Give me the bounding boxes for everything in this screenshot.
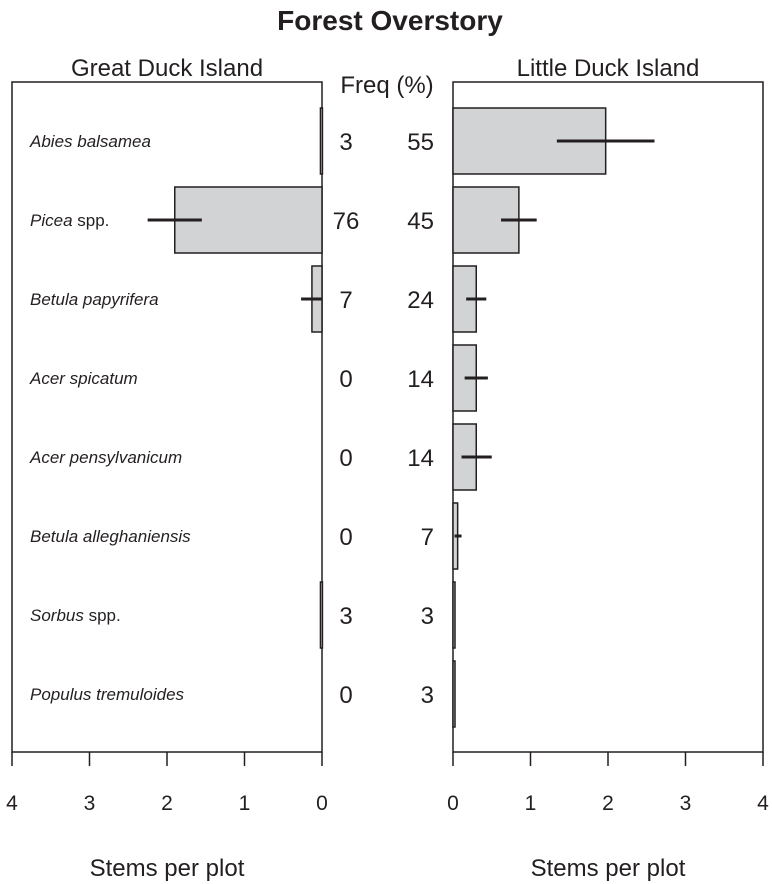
species-suffix: spp. [73, 211, 110, 230]
right-bar [452, 660, 456, 728]
species-label: Picea spp. [30, 211, 109, 230]
left-bar [319, 107, 324, 175]
right-x-tick-label: 0 [447, 792, 459, 815]
species-name: Sorbus [30, 606, 84, 625]
right-x-tick-label: 1 [525, 792, 537, 815]
species-label: Acer spicatum [29, 369, 138, 388]
right-panel-frame [452, 81, 764, 753]
left-x-tick-label: 1 [239, 792, 251, 815]
species-name: Betula alleghaniensis [30, 527, 191, 546]
left-x-tick-label: 0 [316, 792, 328, 815]
species-label: Abies balsamea [29, 132, 151, 151]
right-x-tick-label: 2 [602, 792, 614, 815]
right-freq-label: 45 [407, 208, 434, 235]
species-name: Picea [30, 211, 73, 230]
species-label: Populus tremuloides [30, 685, 185, 704]
left-freq-label: 0 [339, 524, 352, 551]
right-x-tick-label: 4 [757, 792, 769, 815]
species-suffix: spp. [84, 606, 121, 625]
species-name: Betula papyrifera [30, 290, 159, 309]
right-freq-label: 3 [421, 603, 434, 630]
right-freq-label: 14 [407, 366, 434, 393]
species-label: Sorbus spp. [30, 606, 121, 625]
left-x-axis-title: Stems per plot [90, 855, 245, 882]
left-freq-label: 7 [339, 287, 352, 314]
left-freq-label: 3 [339, 603, 352, 630]
left-x-tick-label: 2 [161, 792, 173, 815]
left-freq-label: 0 [339, 682, 352, 709]
species-name: Acer spicatum [29, 369, 138, 388]
right-freq-label: 3 [421, 682, 434, 709]
species-name: Acer pensylvanicum [29, 448, 182, 467]
left-freq-label: 0 [339, 366, 352, 393]
left-panel-title: Great Duck Island [71, 55, 263, 82]
left-x-tick-label: 3 [84, 792, 96, 815]
left-freq-label: 3 [339, 129, 352, 156]
species-label: Betula papyrifera [30, 290, 159, 309]
right-panel-title: Little Duck Island [517, 55, 700, 82]
species-label: Acer pensylvanicum [29, 448, 182, 467]
left-x-tick-label: 4 [6, 792, 18, 815]
species-name: Populus tremuloides [30, 685, 185, 704]
left-panel-frame [11, 81, 323, 753]
species-label: Betula alleghaniensis [30, 527, 191, 546]
right-freq-label: 7 [421, 524, 434, 551]
chart-title: Forest Overstory [277, 5, 503, 36]
right-freq-label: 24 [407, 287, 434, 314]
left-freq-label: 0 [339, 445, 352, 472]
right-bar [452, 581, 456, 649]
left-bar [319, 581, 324, 649]
left-freq-label: 76 [333, 208, 360, 235]
species-name: Abies balsamea [29, 132, 151, 151]
right-freq-label: 14 [407, 445, 434, 472]
right-x-axis-title: Stems per plot [531, 855, 686, 882]
right-freq-label: 55 [407, 129, 434, 156]
freq-header: Freq (%) [340, 72, 433, 99]
right-x-tick-label: 3 [680, 792, 692, 815]
